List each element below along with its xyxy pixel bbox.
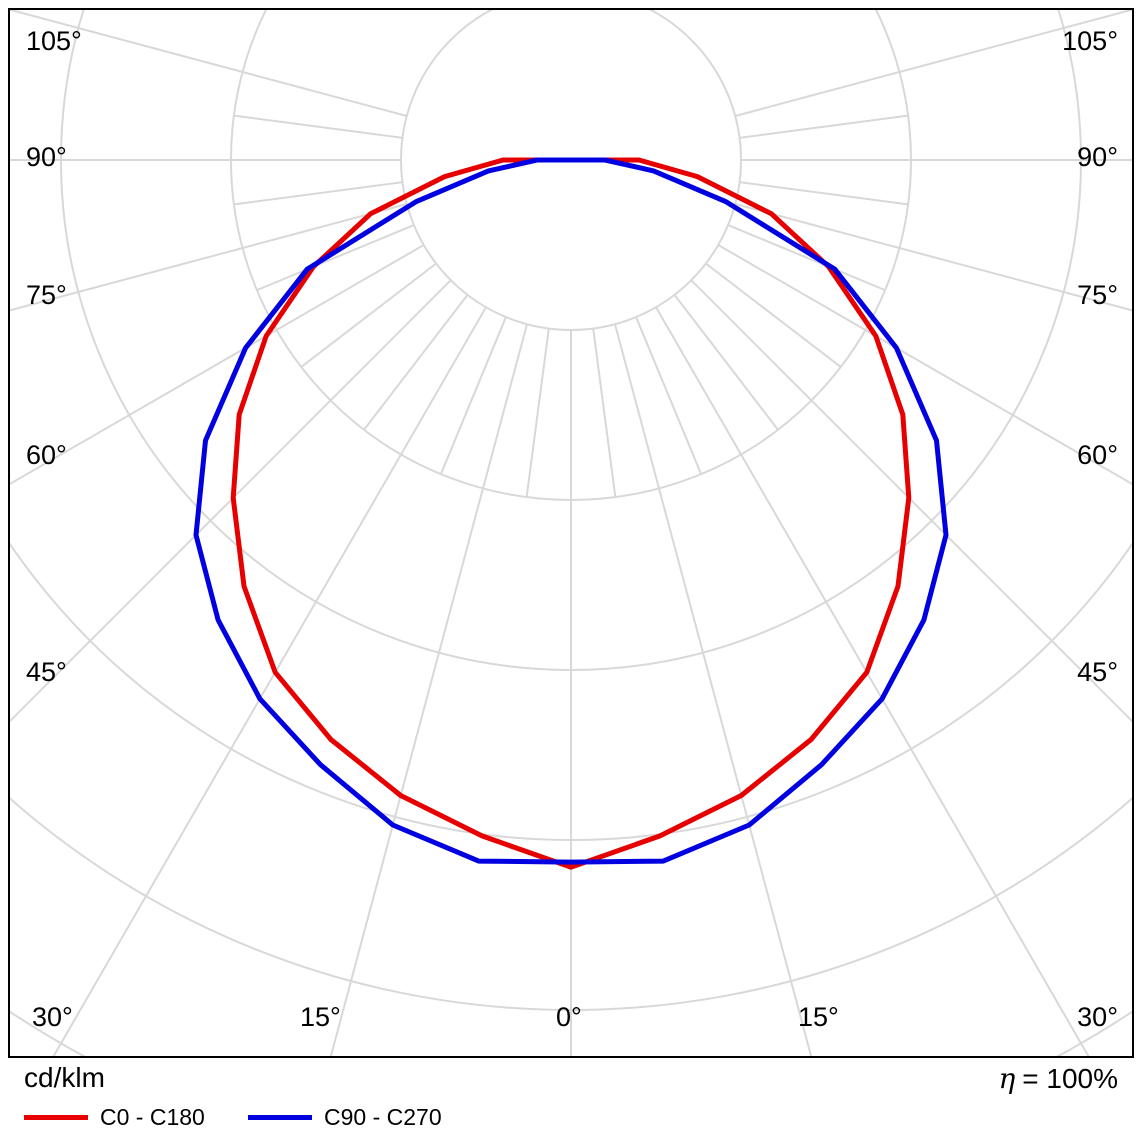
polar-grid	[10, 10, 1132, 1056]
grid-radial-minor-line	[739, 114, 909, 139]
legend-swatch-c90-c270	[248, 1114, 312, 1120]
grid-radial-minor-line	[739, 181, 909, 206]
grid-radial-line	[717, 244, 1132, 486]
angle-label: 45°	[26, 657, 67, 687]
grid-radial-line	[52, 306, 487, 1056]
grid-radial-minor-line	[705, 262, 842, 368]
grid-radial-line	[614, 323, 813, 1056]
grid-radial-line	[655, 306, 1090, 1056]
legend-label-c0-c180: C0 - C180	[100, 1103, 205, 1130]
grid-radial-line	[734, 203, 1132, 312]
grid-radial-line	[329, 323, 528, 1056]
grid-radial-minor-line	[256, 224, 415, 292]
curve-c90-c270	[193, 157, 949, 865]
efficiency-text: η = 100%	[998, 1062, 1118, 1095]
grid-ring	[400, 10, 742, 331]
angle-label: 15°	[798, 1002, 839, 1032]
grid-radial-minor-line	[363, 294, 469, 431]
grid-radial-minor-line	[300, 262, 437, 368]
grid-radial-minor-line	[592, 328, 617, 498]
angle-label: 30°	[32, 1002, 73, 1032]
angle-label: 45°	[1077, 657, 1118, 687]
polar-plot-svg: 105° 105° 90° 90° 75° 75° 60° 60° 45° 45° 30° 15° 0°…	[10, 10, 1132, 1056]
radial-unit-label: cd/klm	[24, 1062, 105, 1093]
grid-radial-line	[690, 279, 1132, 723]
grid-radial-line	[10, 279, 452, 723]
angle-label: 30°	[1077, 1002, 1118, 1032]
eta-value: = 100%	[1022, 1063, 1118, 1094]
grid-radial-line	[10, 203, 408, 312]
curve-c0-c180	[230, 157, 912, 870]
grid-radial-minor-line	[233, 114, 403, 139]
legend-swatch-c0-c180	[24, 1114, 88, 1120]
grid-radial-minor-line	[439, 316, 507, 475]
angle-label: 15°	[300, 1002, 341, 1032]
angle-label: 90°	[26, 142, 67, 172]
angle-label: 105°	[26, 26, 82, 56]
grid-radial-minor-line	[233, 181, 403, 206]
angle-label: 60°	[26, 440, 67, 470]
angle-label: 105°	[1062, 26, 1118, 56]
angle-label: 75°	[26, 280, 67, 310]
legend-item-c0-c180: C0 - C180	[24, 1104, 205, 1130]
chart-footer: cd/klm η = 100% C0 - C180 C90 - C270	[0, 1058, 1142, 1132]
polar-plot-area: 105° 105° 90° 90° 75° 75° 60° 60° 45° 45° 30° 15° 0°…	[8, 8, 1134, 1058]
grid-radial-line	[10, 10, 408, 117]
grid-radial-minor-line	[525, 328, 550, 498]
angle-label: 90°	[1077, 142, 1118, 172]
angle-label: 60°	[1077, 440, 1118, 470]
legend-item-c90-c270: C90 - C270	[248, 1104, 442, 1130]
angle-label: 75°	[1077, 280, 1118, 310]
grid-radial-minor-line	[635, 316, 703, 475]
angle-label: 0°	[556, 1002, 582, 1032]
legend-label-c90-c270: C90 - C270	[324, 1103, 442, 1130]
grid-radial-line	[10, 244, 425, 486]
grid-radial-minor-line	[673, 294, 779, 431]
grid-radial-minor-line	[727, 224, 886, 292]
grid-radial-line	[734, 10, 1132, 117]
eta-symbol: η	[998, 1062, 1016, 1095]
